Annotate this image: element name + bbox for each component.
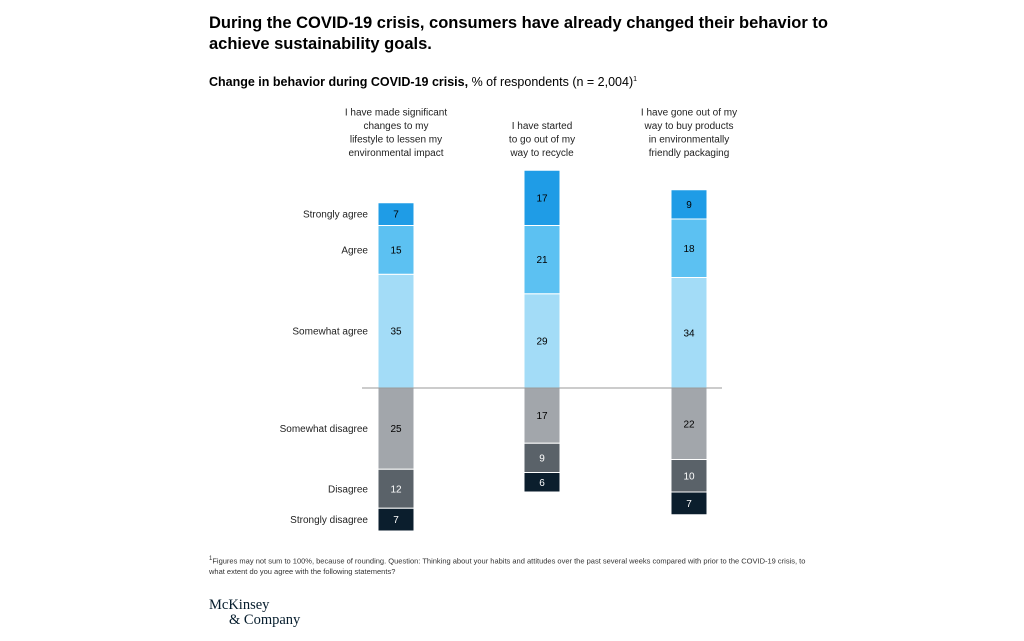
- data-label: 21: [536, 255, 548, 266]
- data-label: 15: [390, 245, 402, 256]
- legend-label-agree: Agree: [341, 245, 368, 256]
- subtitle-footnote-marker: 1: [633, 75, 638, 83]
- column-header-line: to go out of my: [509, 135, 575, 146]
- bar-segment-disagree: [670, 459, 708, 493]
- logo-line-2: & Company: [229, 612, 301, 628]
- bar-segment-agree: [377, 225, 415, 275]
- legend-label-strongly-disagree: Strongly disagree: [290, 515, 368, 526]
- column-header-line: changes to my: [363, 121, 428, 132]
- chart-subtitle: Change in behavior during COVID-19 crisi…: [209, 75, 829, 89]
- data-label: 35: [390, 327, 402, 338]
- data-label: 29: [536, 336, 548, 347]
- column-header-line: I have made significant: [345, 108, 448, 119]
- bar-segment-agree: [670, 218, 708, 278]
- column-header-line: I have started: [512, 121, 573, 132]
- bar-segment-disagree: [377, 468, 415, 509]
- chart-title: During the COVID-19 crisis, consumers ha…: [209, 14, 828, 53]
- legend-label-somewhat-disagree: Somewhat disagree: [280, 424, 369, 435]
- data-label: 10: [683, 471, 695, 482]
- data-label: 9: [539, 453, 545, 464]
- logo-line-1: McKinsey: [209, 597, 270, 613]
- footnote-marker: 1: [209, 556, 213, 562]
- data-label: 7: [393, 515, 399, 526]
- footnote-text: Figures may not sum to 100%, because of …: [209, 556, 806, 576]
- data-label: 17: [536, 193, 548, 204]
- legend-label-disagree: Disagree: [328, 484, 368, 495]
- bar-segment-strongly-agree: [670, 189, 708, 220]
- legend-label-somewhat-agree: Somewhat agree: [292, 327, 368, 338]
- bar-segment-somewhat-disagree: [670, 387, 708, 460]
- bar-segment-agree: [523, 225, 561, 295]
- legend-label-strongly-agree: Strongly agree: [303, 210, 368, 221]
- column-header-line: friendly packaging: [649, 148, 730, 159]
- data-label: 6: [539, 478, 545, 489]
- footnote: 1Figures may not sum to 100%, because of…: [209, 554, 809, 577]
- data-label: 25: [390, 424, 402, 435]
- bar-segment-strongly-disagree: [670, 491, 708, 516]
- bar-segment-strongly-disagree: [377, 507, 415, 532]
- column-header-line: way to recycle: [509, 148, 574, 159]
- subtitle-bold: Change in behavior during COVID-19 crisi…: [209, 75, 469, 89]
- data-label: 12: [390, 484, 402, 495]
- column-header-line: way to buy products: [644, 121, 734, 132]
- data-label: 18: [683, 244, 695, 255]
- column-header-line: in environmentally: [649, 135, 730, 146]
- bar-segment-somewhat-agree: [670, 277, 708, 389]
- bar-segment-strongly-agree: [523, 169, 561, 226]
- subtitle-rest: % of respondents (n = 2,004): [468, 75, 634, 89]
- bar-segment-strongly-agree: [377, 202, 415, 226]
- bar-segment-strongly-disagree: [523, 472, 561, 493]
- column-header-line: I have gone out of my: [641, 108, 737, 119]
- bar-segment-somewhat-disagree: [377, 387, 415, 470]
- mckinsey-logo: McKinsey & Company: [209, 598, 300, 628]
- data-label: 22: [683, 419, 695, 430]
- data-label: 7: [686, 499, 692, 510]
- data-label: 9: [686, 200, 692, 211]
- data-label: 34: [683, 328, 695, 339]
- data-label: 7: [393, 210, 399, 221]
- column-header-line: lifestyle to lessen my: [350, 135, 442, 146]
- column-header-line: environmental impact: [348, 148, 443, 159]
- data-label: 17: [536, 411, 548, 422]
